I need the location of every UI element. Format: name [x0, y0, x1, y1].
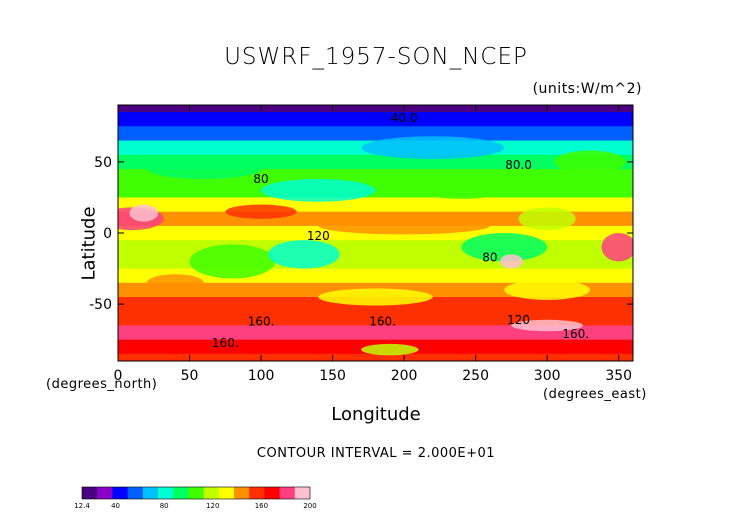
colorbar-swatch: [203, 487, 220, 499]
y-tick-label: 50: [94, 155, 112, 171]
colorbar-frame: [81, 486, 311, 500]
heatmap-region: [318, 217, 490, 235]
contour-label: 160.: [562, 327, 589, 341]
heatmap-region: [554, 150, 626, 174]
x-tick-label: 150: [319, 368, 346, 384]
contour-label: 160.: [369, 314, 396, 328]
y-tick-label: -50: [89, 297, 112, 313]
colorbar-swatch: [264, 487, 281, 499]
heatmap-region: [518, 207, 576, 231]
heatmap-region: [601, 233, 633, 262]
heatmap-band: [118, 240, 633, 255]
colorbar-swatch: [279, 487, 296, 499]
heatmap-band: [118, 353, 633, 361]
heatmap-region: [318, 288, 433, 306]
heatmap-region: [129, 204, 159, 222]
colorbar-swatch: [294, 487, 311, 499]
heatmap-region: [504, 279, 591, 300]
heatmap-region: [146, 274, 204, 292]
colorbar-label: 200: [303, 502, 316, 510]
heatmap-band: [118, 183, 633, 198]
heatmap-region: [461, 233, 548, 262]
x-tick-label: 100: [248, 368, 275, 384]
colorbar-swatch: [127, 487, 144, 499]
x-tick-label: 300: [534, 368, 561, 384]
colorbar-swatch: [234, 487, 250, 499]
x-tick-label: 50: [181, 368, 199, 384]
contour-label: 120: [307, 229, 330, 243]
contour-label: 160.: [212, 336, 239, 350]
heatmap-region: [418, 181, 505, 199]
x-tick-label: 250: [462, 368, 489, 384]
colorbar-swatch: [97, 487, 113, 499]
x-tick-label: 200: [391, 368, 418, 384]
x-tick-label: 0: [114, 368, 123, 384]
contour-interval-text: CONTOUR INTERVAL = 2.000E+01: [256, 446, 496, 461]
y-tick-label: 0: [103, 226, 112, 242]
heatmap-region: [225, 204, 297, 219]
colorbar-swatch: [158, 487, 174, 499]
x-axis-label: Longitude: [331, 404, 421, 425]
colorbar-label: 120: [206, 502, 219, 510]
colorbar-swatch: [173, 487, 189, 499]
heatmap-region: [511, 319, 583, 332]
colorbar-swatch: [249, 487, 265, 499]
colorbar-label: 40: [111, 502, 120, 510]
contour-label: 80: [482, 250, 497, 264]
heatmap-region: [261, 178, 376, 202]
colorbar-label: 12.4: [74, 502, 90, 510]
contour-label: 40.0: [391, 111, 418, 125]
y-unit-label: (degrees_north): [46, 377, 158, 392]
heatmap-band: [118, 325, 633, 341]
colorbar-label: 160: [255, 502, 268, 510]
heatmap-region: [146, 159, 262, 179]
units-label: (units:W/m^2): [532, 81, 642, 97]
x-tick-label: 350: [605, 368, 632, 384]
colorbar-label: 80: [160, 502, 169, 510]
heatmap-region: [268, 240, 340, 269]
heatmap-band: [118, 105, 633, 113]
colorbar-swatch: [188, 487, 205, 499]
x-unit-label: (degrees_east): [543, 387, 647, 402]
heatmap-band: [118, 126, 633, 142]
y-axis-label: Latitude: [78, 206, 100, 281]
heatmap-band: [118, 112, 633, 127]
colorbar-swatch: [218, 487, 235, 499]
colorbar-swatch: [82, 487, 98, 499]
contour-label: 160.: [248, 314, 275, 328]
heatmap-region: [361, 343, 419, 356]
colorbar-swatch: [142, 487, 159, 499]
heatmap-region: [499, 254, 523, 269]
contour-label: 80.0: [505, 158, 532, 172]
colorbar-swatch: [112, 487, 129, 499]
heatmap-band: [118, 311, 633, 326]
heatmap-region: [189, 244, 276, 279]
chart-title: USWRF_1957-SON_NCEP: [224, 44, 528, 70]
contour-label: 80: [253, 172, 268, 186]
heatmap-region: [361, 136, 505, 160]
contour-label: 120: [507, 313, 530, 327]
